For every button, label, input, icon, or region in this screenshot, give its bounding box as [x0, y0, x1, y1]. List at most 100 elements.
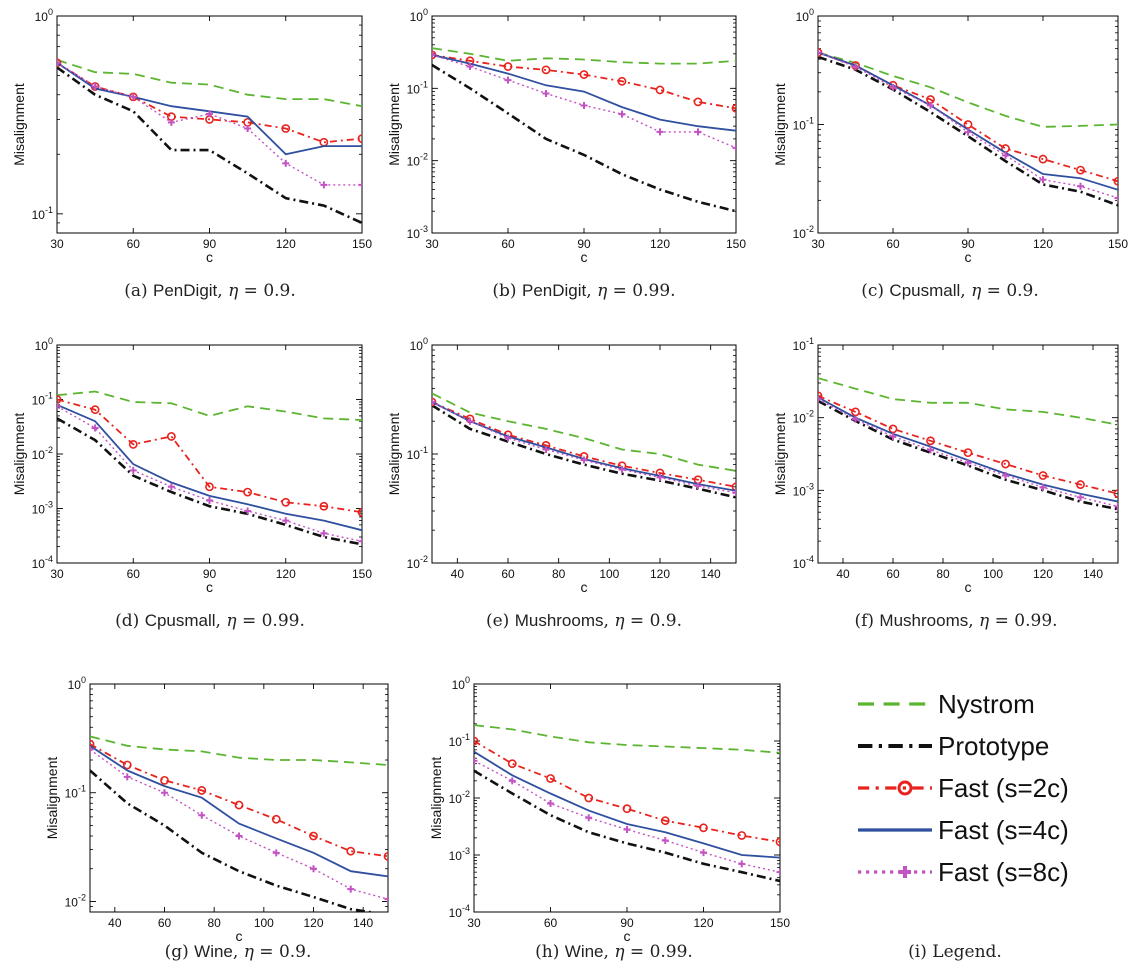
series-line-nystrom: [57, 390, 362, 421]
data-point-fast-s-8c-: [585, 814, 593, 822]
data-point-fast-s-8c-: [818, 395, 822, 403]
data-point-fast-s-8c-: [738, 860, 746, 868]
data-point-fast-s-8c-: [542, 445, 550, 453]
chart-panel-f: 10-4 10-3 10-2 10-1 40 60 80 100 120 140 c Misalign…: [772, 336, 1119, 631]
series-line-fast-s-4c-: [432, 54, 736, 132]
plot-area: [89, 683, 389, 913]
data-point-fast-s-8c-: [310, 865, 317, 873]
data-point-fast-s-2c-: [383, 851, 388, 861]
y-tick-label: 100: [68, 675, 86, 692]
data-point-fast-s-8c-: [504, 434, 512, 442]
y-axis-label: Misalignment: [11, 413, 27, 496]
data-point-fast-s-8c-: [1114, 194, 1118, 202]
y-tick-label: 10-2: [65, 892, 86, 909]
x-tick-label: 120: [1033, 567, 1053, 581]
series-line-fast-s-4c-: [90, 745, 388, 878]
series-line-fast-s-2c-: [818, 394, 1118, 495]
data-point-fast-s-2c-: [197, 786, 207, 795]
data-point-fast-s-8c-: [852, 63, 859, 71]
data-point-fast-s-2c-: [474, 736, 479, 746]
x-tick-label: 30: [50, 237, 64, 251]
series-line-fast-s-4c-: [474, 750, 780, 859]
data-point-fast-s-2c-: [271, 814, 281, 824]
data-point-fast-s-8c-: [244, 507, 252, 515]
data-point-fast-s-8c-: [347, 885, 355, 893]
data-point-fast-s-2c-: [963, 120, 973, 129]
data-point-fast-s-2c-: [281, 497, 291, 507]
x-tick-label: 100: [599, 567, 619, 581]
data-point-fast-s-8c-: [547, 800, 554, 808]
y-tick-label: 10-2: [793, 409, 814, 426]
y-tick-label: 10-1: [449, 732, 470, 749]
y-tick-label: 10-1: [32, 391, 53, 408]
data-point-fast-s-8c-: [320, 529, 328, 537]
y-axis-label: Misalignment: [386, 413, 402, 496]
x-tick-label: 90: [203, 237, 217, 251]
x-tick-label: 60: [127, 567, 141, 581]
x-tick-label: 90: [203, 567, 217, 581]
series-line-fast-s-8c-: [474, 760, 780, 873]
x-tick-label: 30: [467, 916, 481, 930]
data-point-fast-s-8c-: [358, 181, 362, 189]
plot-area: [817, 344, 1119, 564]
panel-caption: (f) Mushrooms, η = 0.99.: [854, 611, 1057, 631]
legend-caption: (i) Legend.: [908, 942, 1002, 962]
x-tick-label: 40: [108, 916, 122, 930]
data-point-fast-s-8c-: [1077, 182, 1084, 190]
x-tick-label: 100: [254, 916, 274, 930]
data-point-fast-s-2c-: [319, 501, 329, 511]
plot-area: [473, 683, 781, 913]
x-tick-label: 120: [693, 916, 713, 930]
panel-caption: (h) Wine, η = 0.99.: [535, 942, 693, 962]
data-point-fast-s-8c-: [656, 128, 664, 136]
y-tick-label: 100: [35, 7, 53, 24]
data-point-fast-s-8c-: [358, 537, 362, 545]
x-tick-label: 90: [961, 237, 975, 251]
data-point-fast-s-2c-: [699, 823, 708, 833]
series-line-prototype: [57, 417, 362, 546]
data-point-fast-s-8c-: [661, 836, 669, 844]
data-point-fast-s-8c-: [384, 895, 388, 903]
data-point-fast-s-8c-: [623, 826, 631, 834]
data-point-fast-s-8c-: [235, 832, 243, 840]
x-tick-label: 120: [1033, 237, 1053, 251]
series-line-fast-s-8c-: [432, 401, 736, 494]
data-point-fast-s-8c-: [129, 466, 137, 474]
y-tick-label: 10-2: [449, 789, 470, 806]
x-tick-label: 60: [501, 567, 515, 581]
x-axis-label: c: [236, 928, 243, 944]
x-tick-label: 40: [451, 567, 465, 581]
x-tick-label: 80: [552, 567, 566, 581]
series-line-prototype: [818, 399, 1118, 511]
data-point-fast-s-8c-: [618, 110, 626, 118]
data-point-fast-s-2c-: [90, 405, 100, 415]
x-tick-label: 60: [886, 567, 900, 581]
data-point-fast-s-2c-: [234, 800, 244, 810]
data-point-fast-s-2c-: [503, 62, 513, 71]
x-tick-label: 90: [620, 916, 634, 930]
x-axis-label: c: [581, 579, 588, 595]
series-line-fast-s-2c-: [474, 740, 780, 843]
x-tick-label: 150: [1108, 237, 1128, 251]
x-tick-label: 140: [353, 916, 373, 930]
x-tick-label: 60: [127, 237, 141, 251]
x-axis-label: c: [965, 249, 972, 265]
data-point-fast-s-8c-: [90, 745, 94, 753]
data-point-fast-s-2c-: [775, 837, 780, 847]
chart-panel-a: 10-1 100 30 60 90 120 150 c Misalignment (a) PenD…: [11, 7, 372, 301]
data-point-fast-s-8c-: [91, 424, 99, 432]
data-point-fast-s-2c-: [579, 70, 589, 79]
data-point-fast-s-8c-: [504, 76, 512, 84]
data-point-fast-s-8c-: [1077, 493, 1084, 501]
data-point-fast-s-2c-: [1001, 459, 1010, 469]
data-point-fast-s-2c-: [432, 397, 437, 407]
plot-area: [431, 344, 737, 564]
series-line-fast-s-2c-: [432, 401, 736, 488]
x-axis-label: c: [581, 249, 588, 265]
x-tick-label: 60: [544, 916, 558, 930]
panel-caption: (d) Cpusmall, η = 0.99.: [115, 611, 305, 631]
plot-area: [56, 344, 363, 564]
